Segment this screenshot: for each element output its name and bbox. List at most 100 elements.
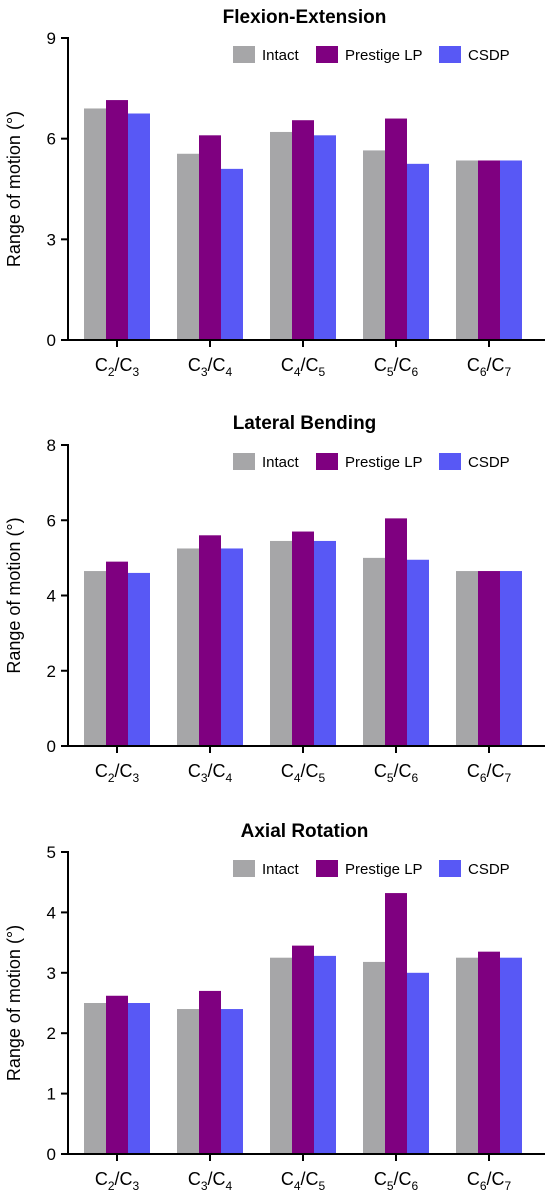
legend-label: Prestige LP	[345, 47, 423, 64]
bar-csdp-2	[221, 1009, 243, 1154]
bar-csdp-2	[221, 168, 243, 340]
x-tick-label: C3/C4	[188, 355, 233, 379]
legend-label: Prestige LP	[345, 454, 423, 471]
bar-prestige-lp-5	[478, 571, 500, 746]
bar-csdp-1	[128, 113, 150, 340]
y-tick-label: 0	[47, 1145, 56, 1164]
bar-intact-3	[270, 957, 292, 1154]
legend-label: CSDP	[468, 454, 510, 471]
y-tick-label: 3	[47, 964, 56, 983]
x-tick-label: C3/C4	[188, 1169, 233, 1193]
legend-label: Intact	[262, 47, 300, 64]
bar-csdp-4	[407, 163, 429, 340]
y-tick-label: 2	[47, 1024, 56, 1043]
x-tick-label: C3/C4	[188, 761, 233, 785]
bar-prestige-lp-1	[106, 561, 128, 746]
bar-prestige-lp-5	[478, 160, 500, 340]
bar-intact-3	[270, 540, 292, 746]
bar-csdp-5	[500, 957, 522, 1154]
y-tick-label: 5	[47, 843, 56, 862]
bar-prestige-lp-4	[385, 518, 407, 746]
x-tick-label: C4/C5	[281, 1169, 326, 1193]
x-tick-label: C5/C6	[374, 761, 419, 785]
legend-swatch	[439, 860, 461, 877]
chart-title: Lateral Bending	[233, 413, 377, 434]
legend-swatch	[439, 46, 461, 63]
x-tick-label: C6/C7	[467, 1169, 512, 1193]
bar-intact-2	[177, 153, 199, 340]
y-tick-label: 4	[47, 587, 56, 606]
legend-label: Intact	[262, 454, 300, 471]
bar-prestige-lp-2	[199, 135, 221, 340]
x-tick-label: C6/C7	[467, 761, 512, 785]
chart-title: Axial Rotation	[241, 821, 369, 842]
x-tick-label: C2/C3	[95, 1169, 140, 1193]
x-tick-label: C2/C3	[95, 761, 140, 785]
legend-label: CSDP	[468, 861, 510, 878]
x-tick-label: C2/C3	[95, 355, 140, 379]
legend-label: CSDP	[468, 47, 510, 64]
y-tick-label: 1	[47, 1085, 56, 1104]
legend-swatch	[233, 453, 255, 470]
chart-title: Flexion-Extension	[223, 7, 387, 28]
y-tick-label: 6	[47, 130, 56, 149]
y-tick-label: 2	[47, 662, 56, 681]
bar-intact-3	[270, 131, 292, 340]
panel-1: Flexion-Extension Range of motion (°) 0 3 6 9…	[4, 7, 545, 379]
bar-prestige-lp-3	[292, 945, 314, 1154]
bar-prestige-lp-3	[292, 531, 314, 746]
y-tick-label: 9	[47, 29, 56, 48]
legend-swatch	[316, 860, 338, 877]
bar-csdp-3	[314, 955, 336, 1154]
bar-prestige-lp-2	[199, 990, 221, 1154]
bar-csdp-5	[500, 160, 522, 340]
bar-csdp-5	[500, 571, 522, 746]
y-axis-label: Range of motion (°)	[4, 925, 24, 1081]
x-tick-label: C6/C7	[467, 355, 512, 379]
bar-csdp-1	[128, 1003, 150, 1154]
y-tick-label: 0	[47, 331, 56, 350]
bar-prestige-lp-5	[478, 951, 500, 1154]
legend-swatch	[233, 46, 255, 63]
x-tick-label: C4/C5	[281, 355, 326, 379]
legend-label: Prestige LP	[345, 861, 423, 878]
bar-prestige-lp-4	[385, 118, 407, 341]
bar-intact-5	[456, 571, 478, 746]
x-tick-label: C5/C6	[374, 1169, 419, 1193]
y-axis-label: Range of motion (°)	[4, 517, 24, 673]
bar-intact-4	[363, 961, 385, 1154]
y-tick-label: 6	[47, 511, 56, 530]
y-tick-label: 8	[47, 436, 56, 455]
bar-intact-2	[177, 1009, 199, 1154]
legend-swatch	[316, 453, 338, 470]
bar-intact-2	[177, 548, 199, 746]
x-tick-label: C5/C6	[374, 355, 419, 379]
bar-intact-1	[84, 1003, 106, 1154]
y-tick-label: 4	[47, 903, 56, 922]
panel-3: Axial Rotation Range of motion (°) 0 1 2 3 4 5 C…	[4, 821, 545, 1193]
bar-intact-1	[84, 571, 106, 746]
bar-prestige-lp-2	[199, 535, 221, 746]
bar-intact-5	[456, 160, 478, 340]
y-tick-label: 0	[47, 737, 56, 756]
bar-csdp-4	[407, 972, 429, 1154]
bar-csdp-1	[128, 572, 150, 746]
bar-intact-4	[363, 557, 385, 746]
y-axis-label: Range of motion (°)	[4, 111, 24, 267]
legend-swatch	[439, 453, 461, 470]
bar-prestige-lp-1	[106, 995, 128, 1154]
bar-csdp-4	[407, 559, 429, 746]
bar-csdp-2	[221, 548, 243, 746]
bar-csdp-3	[314, 540, 336, 746]
panel-2: Lateral Bending Range of motion (°) 0 2 4 6 8 C…	[4, 413, 545, 785]
bar-csdp-3	[314, 135, 336, 340]
legend-swatch	[233, 860, 255, 877]
bar-intact-4	[363, 150, 385, 340]
bar-prestige-lp-3	[292, 120, 314, 340]
bar-prestige-lp-1	[106, 100, 128, 340]
bar-intact-5	[456, 957, 478, 1154]
legend-swatch	[316, 46, 338, 63]
x-tick-label: C4/C5	[281, 761, 326, 785]
legend-label: Intact	[262, 861, 300, 878]
